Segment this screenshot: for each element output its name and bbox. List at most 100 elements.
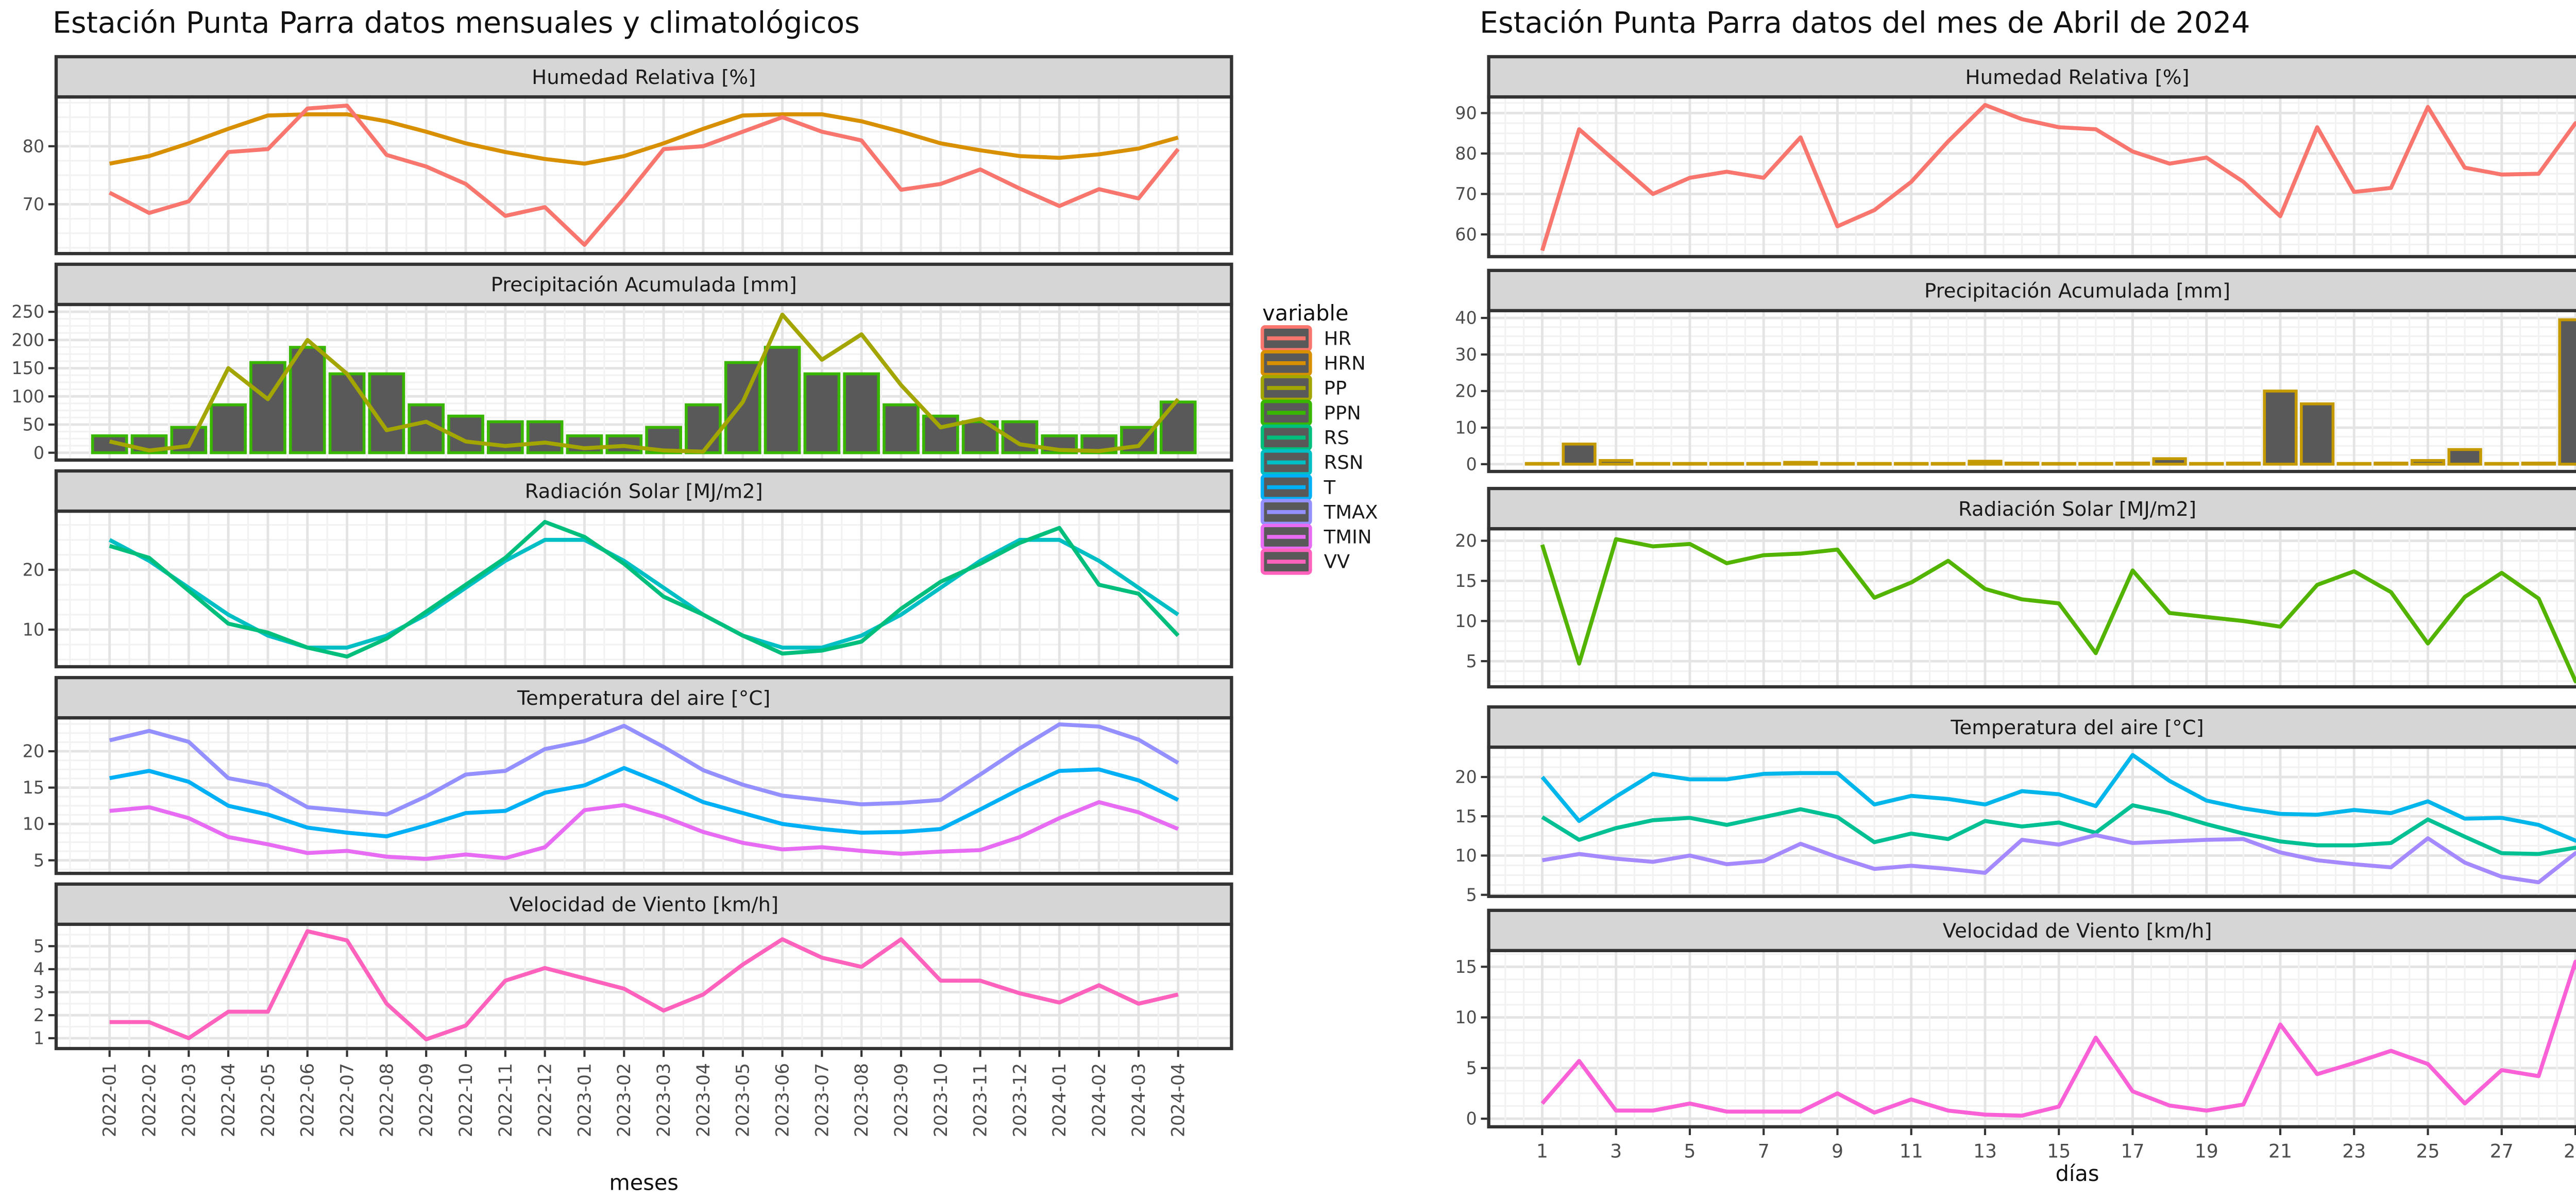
figure-april-2024-daily-panel-4: Velocidad de Viento [km/h] 0 5 10 15: [1455, 908, 2576, 1129]
x-tick-label: 2023-04: [693, 1063, 714, 1137]
x-tick-label: 2022-08: [377, 1063, 397, 1137]
figure-april-2024-daily-panel-3: Temperatura del aire [°C] 5 10 15 20: [1455, 705, 2576, 905]
y-tick-label: 200: [11, 330, 44, 350]
legend-item-TMIN: TMIN: [1260, 523, 1372, 550]
x-tick-label: 2022-04: [218, 1063, 239, 1137]
legend-item-label: HRN: [1324, 352, 1366, 374]
y-tick-label: 15: [23, 778, 44, 798]
monthly-figure-title: Estación Punta Parra datos mensuales y c…: [52, 5, 860, 40]
figure-monthly-climatology-panel-3: Temperatura del aire [°C] 5 10 15 20: [23, 676, 1233, 875]
x-tick-label: 2023-10: [931, 1063, 952, 1137]
x-tick-label: 5: [1684, 1140, 1696, 1162]
x-tick-label: 2022-06: [298, 1063, 318, 1137]
strip-header: [54, 469, 1233, 513]
x-tick-label: 3: [1610, 1140, 1622, 1162]
y-tick-label: 10: [1455, 1007, 1477, 1027]
y-tick-label: 4: [33, 959, 44, 980]
strip-label: Precipitación Acumulada [mm]: [491, 274, 797, 297]
x-tick-label: 2022-12: [535, 1063, 556, 1137]
legend-item-label: PPN: [1324, 402, 1361, 424]
x-tick-label: 2024-03: [1129, 1063, 1149, 1137]
x-axis-title-dias: días: [2055, 1161, 2099, 1187]
series-TMAX: [1540, 753, 2576, 843]
legend-item-label: VV: [1324, 551, 1350, 573]
y-tick-label: 0: [1466, 454, 1477, 474]
strip-header: [1487, 908, 2576, 952]
x-tick-label: 2022-05: [258, 1063, 279, 1137]
y-tick-label: 250: [11, 302, 44, 322]
series-T: [109, 766, 1179, 838]
strip-label: Velocidad de Viento [km/h]: [1943, 920, 2212, 943]
series-PPN: [91, 346, 1197, 454]
figure-monthly-climatology-panel-2: Radiación Solar [MJ/m2] 10 20: [23, 469, 1233, 669]
x-tick-label: 2024-01: [1049, 1063, 1070, 1137]
y-tick-label: 20: [23, 560, 44, 580]
x-tick-label: 21: [2268, 1140, 2292, 1162]
legend-item-label: TMAX: [1324, 501, 1378, 523]
x-tick-label: 13: [1973, 1140, 1997, 1162]
y-tick-label: 30: [1455, 345, 1477, 365]
y-tick-label: 50: [23, 415, 44, 435]
y-tick-label: 15: [1455, 806, 1477, 826]
x-tick-label: 25: [2416, 1140, 2439, 1162]
figure-april-2024-daily-panel-2: Radiación Solar [MJ/m2] 5 10 15 20: [1455, 486, 2576, 689]
strip-header: [54, 882, 1233, 926]
x-tick-label: 2022-01: [100, 1063, 121, 1137]
x-tick-label: 2022-09: [416, 1063, 437, 1137]
y-tick-label: 150: [11, 358, 44, 378]
legend-item-TMAX: TMAX: [1260, 499, 1378, 526]
x-tick-label: 11: [1900, 1140, 1923, 1162]
legend-item-label: PP: [1324, 377, 1347, 399]
x-tick-label: 2023-02: [614, 1063, 635, 1137]
y-tick-label: 10: [1455, 611, 1477, 631]
series-T: [1541, 803, 2576, 856]
y-tick-label: 10: [1455, 417, 1477, 437]
y-tick-label: 5: [1466, 885, 1477, 905]
y-tick-label: 100: [11, 386, 44, 407]
y-tick-label: 90: [1455, 103, 1477, 123]
strip-label: Velocidad de Viento [km/h]: [509, 893, 778, 917]
strip-label: Temperatura del aire [°C]: [517, 687, 770, 710]
legend-item-label: TMIN: [1324, 526, 1372, 548]
y-tick-label: 70: [1455, 184, 1477, 204]
y-tick-label: 40: [1455, 308, 1477, 328]
x-tick-label: 2023-05: [733, 1063, 754, 1137]
x-tick-label: 15: [2047, 1140, 2071, 1162]
y-tick-label: 5: [1466, 1058, 1477, 1078]
y-tick-label: 80: [23, 136, 44, 156]
x-tick-label: 2023-12: [1010, 1063, 1030, 1137]
x-tick-label: 2023-06: [772, 1063, 793, 1137]
series-PP: [109, 312, 1180, 454]
y-tick-label: 15: [1455, 571, 1477, 591]
y-tick-label: 15: [1455, 957, 1477, 977]
x-tick-label: 2023-01: [574, 1063, 595, 1137]
x-tick-label: 2023-07: [812, 1063, 833, 1137]
x-tick-label: 2022-03: [179, 1063, 199, 1137]
strip-label: Radiación Solar [MJ/m2]: [525, 480, 763, 503]
strip-label: Humedad Relativa [%]: [1965, 66, 2190, 89]
figure-monthly-climatology: Humedad Relativa [%] 70 80 Precipitación Ac…: [11, 55, 1378, 1137]
series-RS: [109, 520, 1180, 659]
monthly-legend-title: variable: [1262, 300, 1349, 326]
figure-monthly-climatology-panel-1: Precipitación Acumulada [mm] 0 50 100 150 200…: [11, 262, 1233, 463]
series-TMIN: [1541, 833, 2576, 885]
x-tick-label: 9: [1832, 1140, 1843, 1162]
x-tick-label: 2022-10: [456, 1063, 477, 1137]
series-HRN: [109, 112, 1179, 166]
figure-monthly-climatology-panel-4: Velocidad de Viento [km/h] 1 2 34 5: [33, 882, 1233, 1051]
x-tick-label: 1: [1536, 1140, 1548, 1162]
legend-item-RSN: RSN: [1260, 449, 1363, 476]
strip-header: [1487, 486, 2576, 531]
y-tick-label: 10: [23, 814, 44, 834]
x-tick-label: 29: [2564, 1140, 2576, 1162]
x-tick-label: 2024-02: [1089, 1063, 1110, 1137]
strip-label: Precipitación Acumulada [mm]: [1924, 280, 2230, 303]
legend-item-T: T: [1260, 474, 1336, 501]
y-tick-label: 0: [1466, 1109, 1477, 1129]
strip-header: [54, 55, 1233, 99]
strip-header: [54, 676, 1233, 720]
y-tick-label: 20: [1455, 767, 1477, 787]
